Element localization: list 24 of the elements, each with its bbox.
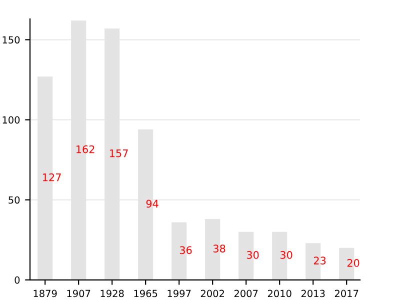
x-tick-label: 1907 xyxy=(67,290,90,298)
x-tick-label: 1965 xyxy=(134,290,158,298)
data-label: 157 xyxy=(110,149,128,158)
x-tick-label: 1879 xyxy=(34,290,57,298)
data-label: 162 xyxy=(76,145,94,154)
data-label: 30 xyxy=(246,251,259,259)
x-tick-label: 2002 xyxy=(200,290,224,298)
data-label: 127 xyxy=(42,173,61,182)
y-tick-label: 50 xyxy=(8,196,20,204)
x-tick-label: 1928 xyxy=(100,290,124,298)
y-tick-label: 150 xyxy=(2,36,20,44)
x-tick-label: 1997 xyxy=(168,290,191,298)
data-label: 36 xyxy=(180,246,192,254)
x-tick-label: 2013 xyxy=(301,290,325,298)
data-label: 20 xyxy=(347,259,360,267)
data-label: 23 xyxy=(314,256,326,265)
data-label: 94 xyxy=(146,200,158,208)
y-tick-label: 0 xyxy=(14,276,20,284)
y-tick-label: 100 xyxy=(2,116,20,124)
data-label: 30 xyxy=(280,251,292,259)
x-tick-label: 2007 xyxy=(234,290,258,298)
x-tick-label: 2017 xyxy=(334,290,358,298)
x-tick-label: 2010 xyxy=(268,290,292,298)
data-label: 38 xyxy=(213,244,226,252)
